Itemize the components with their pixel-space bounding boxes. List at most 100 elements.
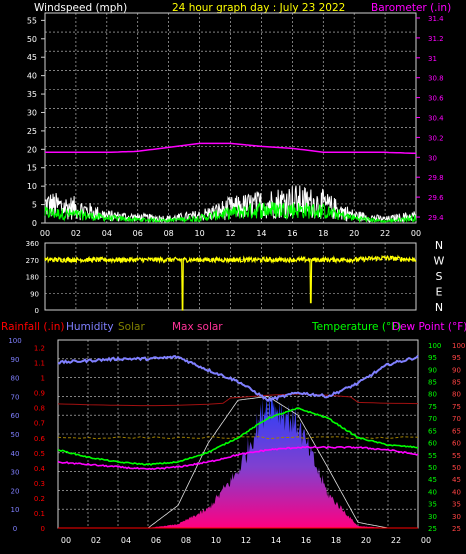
barometer-tick: 29.4 (428, 214, 444, 222)
rainfall-tick: 0.6 (34, 435, 46, 443)
rainfall-tick: 0.5 (34, 450, 45, 458)
top-time-tick: 14 (256, 229, 266, 238)
dewpoint-ticks: 100 95 90 85 80 75 70 65 60 55 50 45 40 35 30 25 (452, 342, 465, 533)
compass-label: S (436, 270, 443, 283)
bottom-time-tick: 18 (331, 536, 341, 545)
top-time-tick: 04 (102, 229, 112, 238)
bottom-time-tick: 02 (91, 536, 101, 545)
humidity-tick: 80 (11, 375, 20, 383)
barometer-tick: 30.8 (428, 75, 444, 83)
barometer-tick: 31.2 (428, 35, 444, 43)
top-time-tick: 12 (225, 229, 235, 238)
bottom-time-ticks: 00 02 04 06 08 10 12 14 16 18 20 22 00 (61, 536, 431, 545)
dewpoint-tick: 100 (452, 342, 465, 350)
compass-label: E (436, 286, 443, 299)
barometer-tick: 30 (428, 154, 437, 162)
barometer-tick: 29.8 (428, 174, 444, 182)
temperature-tick: 50 (428, 464, 437, 472)
wind-average-series (44, 201, 417, 224)
windspeed-tick: 55 (27, 16, 37, 25)
temperature-tick: 75 (428, 403, 437, 411)
humidity-tick: 100 (8, 337, 21, 345)
bottom-time-tick: 14 (271, 536, 281, 545)
dewpoint-tick: 55 (452, 452, 461, 460)
legend-solar: Solar (118, 321, 145, 333)
solar-series (58, 392, 418, 528)
compass-label: W (434, 255, 445, 268)
top-grid (44, 12, 417, 224)
dewpoint-tick: 85 (452, 379, 461, 387)
top-time-tick: 20 (349, 229, 359, 238)
barometer-tick: 30.2 (428, 134, 444, 142)
barometer-ticks: 31.4 31.2 31 30.8 30.6 30.4 30.2 30 29.8 29.6 29.4 (416, 15, 444, 222)
dewpoint-tick: 45 (452, 476, 461, 484)
rainfall-tick: 0 (41, 525, 45, 533)
dewpoint-tick: 95 (452, 354, 461, 362)
legend-max-solar: Max solar (172, 321, 223, 333)
legend-rainfall: Rainfall (.in) (1, 321, 64, 333)
direction-grid (44, 242, 417, 311)
humidity-tick: 60 (11, 412, 20, 420)
barometer-series (45, 142, 417, 155)
compass-label: N (435, 239, 443, 252)
legend-dewpoint: Dew Point (°F) (392, 321, 466, 333)
dewpoint-tick: 35 (452, 501, 461, 509)
temperature-tick: 45 (428, 476, 437, 484)
top-time-tick: 00 (40, 229, 50, 238)
bottom-time-tick: 22 (391, 536, 401, 545)
rainfall-tick: 0.2 (34, 495, 45, 503)
temperature-tick: 65 (428, 427, 437, 435)
windspeed-tick: 0 (32, 219, 37, 228)
windspeed-tick: 5 (32, 201, 37, 210)
bottom-time-tick: 08 (181, 536, 191, 545)
humidity-tick: 50 (11, 431, 20, 439)
direction-ticks: 360 270 180 90 0 (26, 240, 39, 315)
rainfall-tick: 0.4 (34, 465, 46, 473)
dewpoint-tick: 60 (452, 440, 461, 448)
humidity-tick: 0 (13, 525, 17, 533)
dewpoint-tick: 30 (452, 513, 461, 521)
rainfall-tick: 1 (41, 375, 45, 383)
rainfall-tick: 1.1 (34, 360, 45, 368)
bottom-time-tick: 06 (151, 536, 161, 545)
temperature-ticks: 100 95 90 85 80 75 70 65 60 55 50 45 40 35 30 25 (428, 342, 441, 533)
windspeed-tick: 30 (27, 108, 37, 117)
temperature-tick: 55 (428, 452, 437, 460)
rainfall-tick: 0.7 (34, 420, 45, 428)
legend-temperature: Temperature (°F) (311, 321, 401, 333)
top-time-tick: 16 (287, 229, 297, 238)
dewpoint-tick: 40 (452, 488, 461, 496)
humidity-tick: 30 (11, 469, 20, 477)
top-time-tick: 22 (380, 229, 390, 238)
bottom-time-tick: 00 (61, 536, 71, 545)
barometer-tick: 31 (428, 55, 437, 63)
temperature-tick: 100 (428, 342, 441, 350)
compass-label: N (435, 301, 443, 314)
temperature-tick: 70 (428, 415, 437, 423)
reference-line-dark-red (57, 393, 419, 407)
bottom-time-tick: 12 (241, 536, 251, 545)
dewpoint-tick: 75 (452, 403, 461, 411)
dewpoint-tick: 65 (452, 427, 461, 435)
temperature-tick: 95 (428, 354, 437, 362)
top-time-ticks: 00 02 04 06 08 10 12 14 16 18 20 22 00 (40, 229, 421, 238)
temperature-series (57, 407, 419, 466)
temperature-tick: 30 (428, 513, 437, 521)
temperature-tick: 80 (428, 391, 437, 399)
direction-tick: 0 (35, 307, 39, 315)
barometer-tick: 31.4 (428, 15, 444, 23)
rainfall-tick: 1.2 (34, 345, 45, 353)
rainfall-tick: 0.1 (34, 510, 45, 518)
direction-tick: 90 (30, 290, 39, 298)
barometer-tick: 30.6 (428, 95, 444, 103)
top-time-tick: 10 (194, 229, 204, 238)
direction-tick: 360 (26, 240, 39, 248)
humidity-tick: 10 (11, 506, 20, 514)
temperature-tick: 60 (428, 440, 437, 448)
rainfall-tick: 0.9 (34, 390, 45, 398)
